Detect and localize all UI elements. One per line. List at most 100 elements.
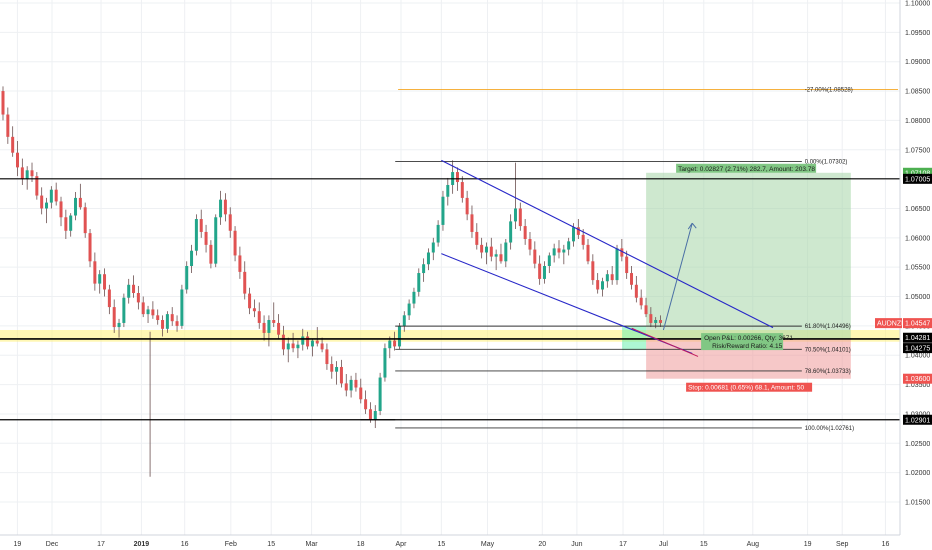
time-axis-tick: 17	[619, 541, 627, 548]
price-badge-bg	[903, 332, 932, 343]
candle	[243, 261, 247, 300]
fib-level-label: 61.80%(1.04496)	[805, 324, 851, 330]
candle	[436, 220, 440, 247]
candle	[422, 258, 426, 282]
candle-body	[223, 199, 227, 215]
candle-body	[383, 348, 387, 378]
candle-body	[639, 297, 643, 306]
candle	[315, 327, 319, 347]
candle	[6, 107, 10, 144]
candle	[107, 284, 111, 315]
candle-body	[16, 152, 20, 168]
candle	[132, 275, 136, 298]
candle-body	[567, 241, 571, 250]
candle	[233, 226, 237, 262]
candle-body	[11, 136, 15, 153]
candle-body	[576, 227, 580, 235]
candle-body	[83, 207, 87, 234]
fib-level-label: 0.00%(1.07302)	[805, 159, 848, 165]
price-badge-level: 1.02901	[903, 414, 932, 425]
candle-body	[78, 197, 82, 208]
price-badge-stop: 1.03600	[903, 373, 932, 384]
candle	[93, 252, 97, 291]
candle-body	[378, 377, 382, 412]
price-badge-level: 1.04275	[903, 343, 932, 354]
candle-body	[659, 320, 663, 323]
candle-body	[296, 344, 300, 349]
candle	[45, 197, 49, 224]
candle-body	[359, 387, 363, 400]
candle	[586, 238, 590, 265]
fib-level-label: -27.00%(1.08528)	[805, 87, 853, 93]
candle	[141, 296, 145, 318]
time-axis-tick: 16	[181, 541, 189, 548]
target-label-bg	[676, 163, 817, 173]
candle-body	[513, 208, 517, 222]
candle-body	[402, 315, 406, 326]
candle	[378, 372, 382, 416]
candle-body	[214, 217, 218, 264]
candle	[78, 183, 82, 210]
candle-body	[620, 248, 624, 257]
candle-body	[233, 230, 237, 256]
candle-body	[257, 311, 261, 323]
candle-body	[30, 170, 34, 177]
candle	[513, 162, 517, 230]
candle	[296, 340, 300, 359]
candle	[630, 266, 634, 290]
candle	[339, 359, 343, 388]
drawing-layer[interactable]	[0, 88, 900, 429]
candle	[306, 331, 310, 350]
candle	[49, 186, 53, 209]
candle-body	[286, 343, 290, 350]
price-axis-tick: 1.07500	[905, 147, 930, 154]
channel-upper-line[interactable]	[441, 159, 774, 329]
price-badge-bg	[903, 373, 932, 384]
candle	[1, 86, 5, 121]
candle	[615, 244, 619, 285]
candle	[272, 302, 276, 328]
candle	[238, 246, 242, 279]
zone-layer	[0, 172, 900, 379]
candle-body	[262, 322, 266, 333]
candle-body	[190, 250, 194, 267]
candle	[659, 315, 663, 328]
channel-lower-line[interactable]	[441, 253, 693, 354]
candle	[649, 307, 653, 328]
candle	[542, 261, 546, 284]
projection-arrow-line[interactable]	[662, 223, 693, 331]
candle-body	[344, 383, 348, 391]
candle-body	[248, 293, 252, 309]
candle-body	[480, 244, 484, 253]
candle-body	[127, 284, 131, 298]
candle-body	[49, 189, 53, 203]
stop-label-text: Stop: 0.00681 (0.65%) 68.1, Amount: 50	[688, 385, 804, 392]
candle-body	[243, 271, 247, 294]
channel-extension-line[interactable]	[631, 327, 699, 357]
candle	[465, 190, 469, 221]
candle-body	[373, 411, 377, 420]
candle-body	[533, 249, 537, 264]
price-axis-tick: 1.03500	[905, 382, 930, 389]
candle	[122, 293, 126, 328]
candle-body	[146, 309, 150, 315]
candle-body	[301, 336, 305, 345]
candle	[74, 192, 78, 221]
candle	[83, 202, 87, 238]
candle	[441, 190, 445, 231]
price-badge-label: 1.07108	[905, 170, 930, 177]
candle-body	[397, 325, 401, 347]
candle-body	[180, 289, 184, 326]
candle-body	[281, 334, 285, 350]
candle-body	[277, 322, 281, 335]
candle-body	[518, 208, 522, 227]
candle-body	[238, 255, 242, 272]
candle	[180, 284, 184, 329]
candle-body	[368, 409, 372, 420]
candle	[552, 243, 556, 263]
candle	[523, 219, 527, 245]
arrow-head-icon	[687, 222, 697, 230]
candle	[69, 213, 73, 237]
